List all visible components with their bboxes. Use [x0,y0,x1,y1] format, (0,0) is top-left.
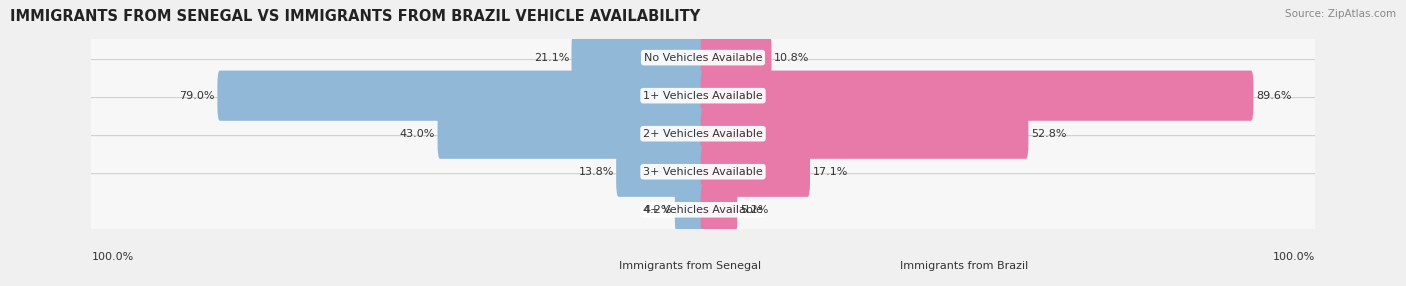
Text: 43.0%: 43.0% [399,129,434,139]
Text: 4+ Vehicles Available: 4+ Vehicles Available [643,205,763,215]
Text: 21.1%: 21.1% [534,53,569,63]
Text: 3+ Vehicles Available: 3+ Vehicles Available [643,167,763,177]
Text: 1+ Vehicles Available: 1+ Vehicles Available [643,91,763,101]
Text: IMMIGRANTS FROM SENEGAL VS IMMIGRANTS FROM BRAZIL VEHICLE AVAILABILITY: IMMIGRANTS FROM SENEGAL VS IMMIGRANTS FR… [10,9,700,23]
Text: No Vehicles Available: No Vehicles Available [644,53,762,63]
Text: Immigrants from Senegal: Immigrants from Senegal [612,261,761,271]
FancyBboxPatch shape [700,33,772,83]
Text: 100.0%: 100.0% [91,253,134,262]
FancyBboxPatch shape [700,147,810,197]
FancyBboxPatch shape [437,109,706,159]
FancyBboxPatch shape [89,98,1317,171]
FancyBboxPatch shape [89,59,1317,133]
FancyBboxPatch shape [571,33,706,83]
Text: Source: ZipAtlas.com: Source: ZipAtlas.com [1285,9,1396,19]
FancyBboxPatch shape [700,109,1028,159]
FancyBboxPatch shape [675,185,706,235]
FancyBboxPatch shape [218,71,706,121]
Text: 4.2%: 4.2% [644,205,672,215]
Text: 17.1%: 17.1% [813,167,848,177]
Text: Immigrants from Brazil: Immigrants from Brazil [893,261,1028,271]
Text: 13.8%: 13.8% [578,167,613,177]
Text: 2+ Vehicles Available: 2+ Vehicles Available [643,129,763,139]
Text: 100.0%: 100.0% [1272,253,1315,262]
FancyBboxPatch shape [700,71,1254,121]
Text: 5.2%: 5.2% [740,205,768,215]
Text: 89.6%: 89.6% [1256,91,1291,101]
FancyBboxPatch shape [89,174,1317,247]
FancyBboxPatch shape [89,136,1317,209]
FancyBboxPatch shape [89,21,1317,95]
FancyBboxPatch shape [700,185,737,235]
FancyBboxPatch shape [616,147,706,197]
Text: 10.8%: 10.8% [773,53,810,63]
Text: 79.0%: 79.0% [180,91,215,101]
Text: 52.8%: 52.8% [1031,129,1066,139]
